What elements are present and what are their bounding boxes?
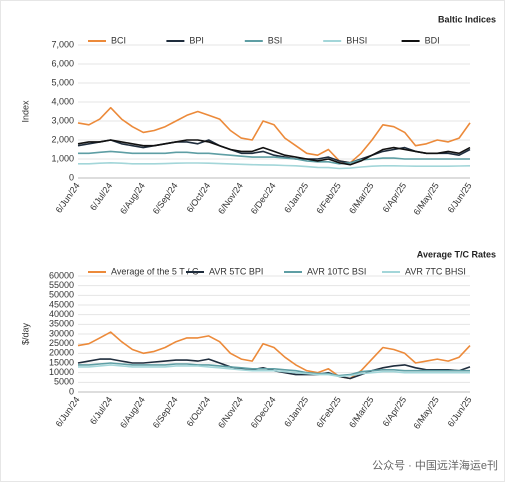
legend-label: BCI <box>111 35 126 45</box>
series-line <box>78 362 470 377</box>
y-tick-label: 40000 <box>49 309 74 319</box>
y-tick-label: 4,000 <box>51 96 74 106</box>
y-tick-label: 15000 <box>49 357 74 367</box>
series-line <box>77 139 471 166</box>
y-tick-label: 50000 <box>49 290 74 300</box>
y-tick-label: 60000 <box>49 270 74 280</box>
y-tick-label: 5,000 <box>51 77 74 87</box>
series-line <box>77 331 471 380</box>
y-tick-label: 2,000 <box>51 134 74 144</box>
series-line <box>78 364 470 378</box>
series-line <box>78 162 471 170</box>
chart-title: Average T/C Rates <box>417 249 496 259</box>
series-line <box>77 106 471 164</box>
y-tick-label: 1,000 <box>51 153 74 163</box>
y-axis-label: Index <box>20 100 30 123</box>
legend-label: AVR 10TC BSI <box>307 266 366 276</box>
y-tick-label: 0 <box>69 172 74 182</box>
y-axis-label: $/day <box>20 322 30 345</box>
y-tick-label: 55000 <box>49 280 74 290</box>
y-tick-label: 20000 <box>49 348 74 358</box>
legend-label: AVR 7TC BHSI <box>405 266 466 276</box>
y-tick-label: 5000 <box>54 377 74 387</box>
watermark: 公众号 · 中国远洋海运e刊 <box>372 458 498 472</box>
series-line <box>78 150 470 165</box>
y-tick-label: 30000 <box>49 328 74 338</box>
y-tick-label: 10000 <box>49 367 74 377</box>
y-tick-label: 3,000 <box>51 115 74 125</box>
y-tick-label: 45000 <box>49 299 74 309</box>
y-tick-label: 0 <box>69 386 74 396</box>
y-tick-label: 25000 <box>49 338 74 348</box>
legend-label: BPI <box>189 35 204 45</box>
legend-label: Average of the 5 T / C <box>111 266 199 276</box>
series-line <box>77 139 471 164</box>
y-tick-label: 7,000 <box>51 39 74 49</box>
legend-label: BSI <box>268 35 283 45</box>
y-tick-label: 6,000 <box>51 58 74 68</box>
y-tick-label: 35000 <box>49 319 74 329</box>
legend-label: BDI <box>425 35 440 45</box>
legend-label: BHSI <box>346 35 367 45</box>
legend-label: AVR 5TC BPI <box>209 266 263 276</box>
chart-title: Baltic Indices <box>438 14 496 24</box>
